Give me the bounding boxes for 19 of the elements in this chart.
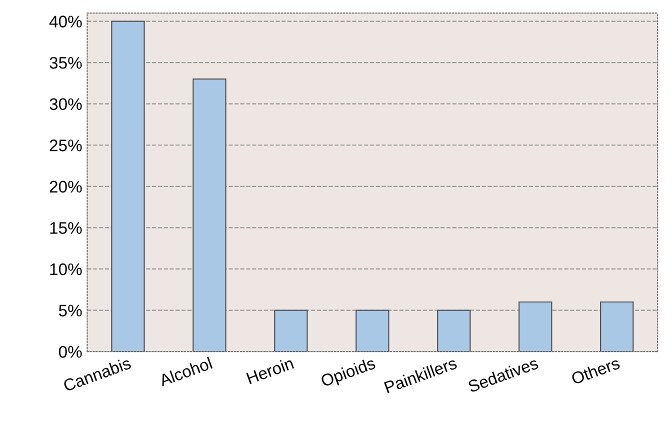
bar: [518, 301, 552, 352]
y-tick-label: 20%: [50, 180, 82, 193]
bar: [600, 301, 634, 352]
y-tick-label: 15%: [50, 222, 82, 234]
x-tick-label: Heroin: [246, 356, 294, 384]
bar: [274, 310, 308, 352]
x-tick-label: Opioids: [320, 356, 378, 390]
y-tick-label: 10%: [50, 263, 82, 276]
bar: [437, 310, 471, 352]
x-tick-label: Others: [570, 356, 620, 385]
y-tick-label: 35%: [50, 56, 82, 69]
y-tick-label: 30%: [50, 98, 82, 110]
bar: [111, 20, 145, 352]
y-tick-label: 40%: [49, 16, 82, 28]
bar: [192, 78, 226, 352]
bar: [356, 310, 390, 352]
y-tick-label: 25%: [50, 140, 82, 152]
y-tick-label: 5%: [58, 304, 82, 316]
y-tick-label: 0%: [58, 346, 82, 358]
